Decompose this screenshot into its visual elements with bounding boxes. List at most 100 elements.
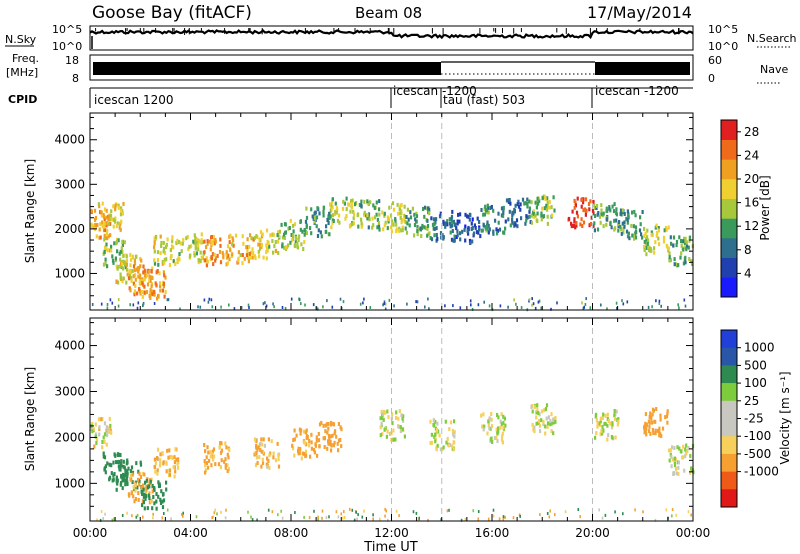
power-cell — [530, 220, 533, 225]
velocity-cell — [689, 470, 692, 475]
power-ground-cell — [488, 304, 491, 308]
nave-label: Nave — [760, 63, 788, 76]
velocity-ground-cell — [504, 515, 506, 519]
velocity-cell — [162, 461, 165, 466]
velocity-ground-cell — [477, 517, 480, 521]
velocity-cell — [259, 442, 262, 446]
power-cell — [376, 218, 379, 222]
power-cell — [139, 264, 142, 269]
power-cell — [411, 206, 414, 211]
power-cell — [654, 240, 657, 245]
velocity-cell — [650, 415, 653, 420]
velocity-cell — [295, 433, 298, 438]
velocity-cell — [154, 469, 157, 474]
power-cell — [139, 291, 142, 296]
power-cell — [245, 253, 249, 258]
power-cell — [642, 244, 646, 249]
velocity-ground-cell — [100, 510, 103, 513]
velocity-ground-cell — [111, 518, 114, 522]
power-cell — [154, 281, 157, 286]
velocity-cell — [268, 465, 271, 470]
power-cell — [231, 242, 234, 247]
power-cell — [666, 244, 669, 249]
power-colorbar-tick-label: 24 — [744, 148, 759, 162]
power-cell — [328, 211, 331, 216]
power-cell — [682, 261, 685, 266]
power-cell — [272, 232, 275, 237]
velocity-cell — [172, 465, 175, 470]
power-cell — [502, 207, 505, 212]
velocity-cell — [683, 468, 686, 473]
power-cell — [373, 215, 377, 220]
velocity-cell — [554, 416, 557, 420]
velocity-ground-cell — [539, 513, 541, 517]
power-cell — [526, 215, 529, 220]
velocity-cell — [598, 421, 601, 426]
velocity-cell — [217, 462, 221, 467]
velocity-cell — [132, 485, 135, 490]
velocity-ground-cell — [418, 516, 420, 520]
power-cell — [545, 203, 548, 208]
velocity-ground-cell — [280, 509, 282, 513]
power-cell — [241, 253, 244, 257]
power-cell — [134, 273, 137, 278]
power-cell — [227, 253, 230, 258]
velocity-cell — [94, 434, 97, 439]
velocity-cell — [126, 471, 129, 476]
power-cell — [148, 274, 151, 279]
power-cell — [305, 215, 309, 220]
power-cell — [525, 218, 528, 223]
power-cell — [575, 210, 579, 215]
velocity-cell — [226, 452, 229, 457]
velocity-cell — [337, 422, 340, 426]
power-cell — [668, 251, 671, 256]
power-cell — [643, 239, 646, 244]
power-cell — [448, 221, 452, 226]
power-ground-cell — [106, 303, 109, 306]
power-cell — [331, 200, 334, 205]
power-cell — [648, 248, 651, 253]
power-cell — [193, 253, 196, 258]
power-cell — [449, 224, 452, 229]
power-cell — [395, 222, 398, 227]
velocity-cell — [95, 440, 98, 445]
power-cell — [673, 257, 676, 262]
power-ground-cell — [471, 307, 474, 311]
velocity-ground-cell — [317, 515, 319, 519]
power-ground-cell — [444, 304, 446, 308]
velocity-ground-cell — [163, 512, 165, 515]
power-cell — [280, 222, 283, 227]
velocity-cell — [145, 491, 148, 496]
power-cell — [513, 207, 516, 212]
power-cell — [658, 242, 661, 247]
velocity-ground-cell — [487, 517, 490, 521]
power-cell — [532, 209, 536, 214]
velocity-cell — [686, 449, 689, 453]
power-cell — [159, 251, 162, 255]
nsearch-tick-bottom: 10^0 — [708, 40, 738, 53]
velocity-cell — [204, 463, 207, 468]
power-cell — [111, 258, 115, 263]
power-cell — [467, 231, 470, 236]
power-cell — [591, 208, 595, 213]
power-cell — [99, 235, 102, 240]
power-cell — [129, 263, 132, 268]
power-ground-cell — [606, 307, 608, 311]
velocity-cell — [130, 473, 133, 478]
power-cell — [459, 231, 462, 236]
velocity-cell — [266, 464, 269, 469]
power-cell — [459, 212, 462, 217]
velocity-cell — [676, 445, 679, 450]
velocity-ground-cell — [675, 513, 677, 517]
power-cell — [667, 225, 670, 230]
power-cell — [259, 246, 262, 251]
power-cell — [408, 223, 411, 228]
velocity-ground-cell — [356, 517, 358, 521]
velocity-ground-cell — [212, 515, 215, 519]
power-cell — [147, 270, 150, 275]
power-cell — [200, 255, 203, 260]
power-cell — [204, 258, 207, 263]
power-cell — [684, 238, 687, 243]
power-cell — [416, 232, 419, 237]
